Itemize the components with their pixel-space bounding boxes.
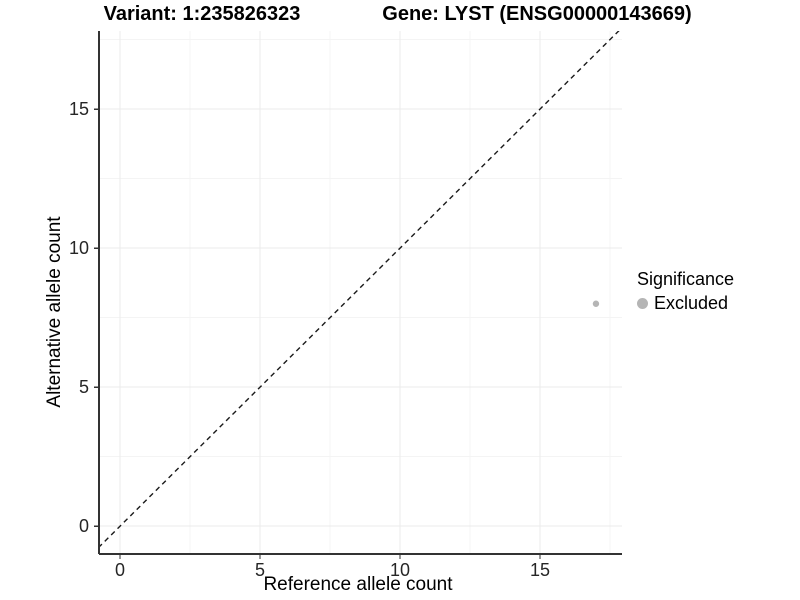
plot-title-variant: Variant: 1:235826323 <box>103 3 301 25</box>
y-axis-title: Alternative allele count <box>44 216 65 408</box>
y-tick-label: 15 <box>69 99 89 119</box>
y-tick-label: 5 <box>79 377 89 397</box>
x-tick-label: 10 <box>390 560 410 580</box>
x-axis-title: Reference allele count <box>263 574 453 595</box>
legend-item-label: Excluded <box>654 293 729 313</box>
y-tick-label: 0 <box>79 516 89 536</box>
legend-title: Significance <box>637 269 735 289</box>
x-tick-label: 5 <box>255 560 265 580</box>
plot-title-gene: Gene: LYST (ENSG00000143669) <box>382 3 692 25</box>
identity-line <box>99 31 620 549</box>
legend: Significance Excluded <box>637 269 734 314</box>
legend-item-excluded: Excluded <box>637 293 734 314</box>
x-tick-label: 0 <box>115 560 125 580</box>
x-tick-label: 15 <box>530 560 550 580</box>
legend-point-icon <box>637 298 648 309</box>
y-tick-label: 10 <box>69 238 89 258</box>
data-point <box>592 300 600 307</box>
